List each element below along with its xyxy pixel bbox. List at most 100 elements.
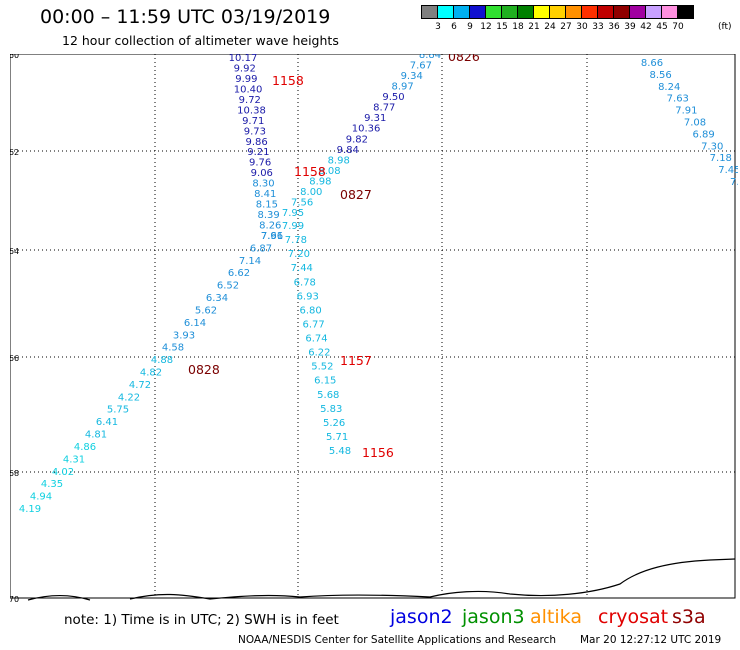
wave-height-value: 8.26 bbox=[259, 221, 281, 232]
wave-height-value: 4.88 bbox=[151, 355, 173, 366]
legend-swatch-3 bbox=[421, 5, 438, 19]
pass-time-label: 1157 bbox=[340, 353, 372, 368]
wave-height-value: 9.84 bbox=[337, 145, 359, 156]
wave-height-value: 10.38 bbox=[237, 105, 266, 116]
wave-height-value: 8.30 bbox=[252, 179, 274, 190]
wave-height-value: 6.89 bbox=[692, 129, 714, 140]
wave-height-value: 6.62 bbox=[228, 268, 250, 279]
wave-height-value: 5.62 bbox=[195, 306, 217, 317]
wave-height-value: 8.08 bbox=[318, 166, 340, 177]
wave-height-value: 8.84 bbox=[419, 54, 441, 61]
wave-height-value: 4.02 bbox=[52, 467, 74, 478]
legend-label: 9 bbox=[467, 22, 473, 32]
page-title: 00:00 – 11:59 UTC 03/19/2019 bbox=[40, 6, 331, 28]
wave-height-value: 4.82 bbox=[140, 368, 162, 379]
legend-swatch-36 bbox=[597, 5, 614, 19]
wave-height-value: 5.68 bbox=[317, 390, 339, 401]
wave-height-value: 7.63 bbox=[667, 94, 689, 105]
wave-height-value: 8.98 bbox=[328, 155, 350, 166]
wave-height-value: 9.73 bbox=[244, 126, 266, 137]
legend-label: 24 bbox=[544, 22, 556, 32]
wave-height-value: 4.72 bbox=[129, 380, 151, 391]
footer-note: note: 1) Time is in UTC; 2) SWH is in fe… bbox=[64, 612, 339, 628]
latitude-label: -66 bbox=[10, 354, 19, 363]
pass-time-label: 0827 bbox=[340, 187, 372, 202]
wave-height-value: 8.98 bbox=[309, 176, 331, 187]
legend-label: 36 bbox=[608, 22, 620, 32]
legend-swatch-30 bbox=[565, 5, 582, 19]
legend-swatch-42 bbox=[629, 5, 646, 19]
wave-height-value: 9.82 bbox=[346, 134, 368, 145]
wave-height-value: 7.61 bbox=[261, 231, 283, 242]
wave-height-value: 4.94 bbox=[30, 492, 52, 503]
coastline bbox=[27, 558, 736, 601]
wave-height-value: 7.3 bbox=[730, 177, 738, 188]
wave-height-value: 9.31 bbox=[364, 113, 386, 124]
wave-height-value: 8.41 bbox=[254, 189, 276, 200]
wave-height-value: 5.52 bbox=[311, 362, 333, 373]
legend-swatch-max bbox=[677, 5, 694, 19]
wave-height-value: 6.77 bbox=[302, 319, 324, 330]
wave-height-value: 8.66 bbox=[641, 58, 663, 69]
generated-timestamp: Mar 20 12:27:12 UTC 2019 bbox=[580, 634, 722, 646]
legend-label: 6 bbox=[451, 22, 457, 32]
map-frame bbox=[9, 53, 736, 599]
wave-height-value: 4.22 bbox=[118, 392, 140, 403]
satellite-jason2: jason2 bbox=[390, 606, 453, 628]
wave-height-value: 6.87 bbox=[250, 243, 272, 254]
legend-label: 21 bbox=[528, 22, 540, 32]
latitude-label: -68 bbox=[10, 469, 19, 478]
page-subtitle: 12 hour collection of altimeter wave hei… bbox=[62, 33, 339, 48]
legend-label: 18 bbox=[512, 22, 524, 32]
legend-swatch-24 bbox=[533, 5, 550, 19]
wave-height-value: 8.56 bbox=[649, 70, 671, 81]
color-legend bbox=[421, 5, 694, 19]
legend-swatch-45 bbox=[645, 5, 662, 19]
legend-swatch-6 bbox=[437, 5, 454, 19]
satellite-s3a: s3a bbox=[672, 606, 706, 628]
legend-label: 15 bbox=[496, 22, 508, 32]
wave-height-value: 9.72 bbox=[239, 95, 261, 106]
wave-height-value: 4.35 bbox=[41, 479, 63, 490]
wave-height-value: 4.86 bbox=[74, 442, 96, 453]
wave-height-value: 3.93 bbox=[173, 330, 195, 341]
wave-height-value: 9.21 bbox=[247, 147, 269, 158]
wave-height-value: 7.95 bbox=[282, 208, 304, 219]
pass-time-label: 0828 bbox=[188, 362, 220, 377]
legend-swatch-39 bbox=[613, 5, 630, 19]
legend-swatch-33 bbox=[581, 5, 598, 19]
legend-label: 27 bbox=[560, 22, 572, 32]
wave-height-value: 7.56 bbox=[291, 198, 313, 209]
wave-height-value: 8.77 bbox=[373, 103, 395, 114]
wave-height-value: 7.78 bbox=[285, 235, 307, 246]
wave-height-value: 7.18 bbox=[710, 153, 732, 164]
wave-height-value: 9.50 bbox=[382, 92, 404, 103]
wave-height-value: 7.45 bbox=[718, 165, 738, 176]
legend-label: 33 bbox=[592, 22, 604, 32]
pass-time-label: 1158 bbox=[272, 73, 304, 88]
wave-height-value: 5.75 bbox=[107, 405, 129, 416]
wave-height-value: 7.99 bbox=[282, 221, 304, 232]
wave-height-value: 9.76 bbox=[249, 158, 271, 169]
wave-height-value: 6.14 bbox=[184, 318, 206, 329]
credit-line: NOAA/NESDIS Center for Satellite Applica… bbox=[238, 634, 556, 646]
pass-time-label: 1158 bbox=[294, 164, 326, 179]
wave-height-value: 7.30 bbox=[701, 141, 723, 152]
wave-height-value: 7.14 bbox=[239, 256, 261, 267]
legend-swatch-27 bbox=[549, 5, 566, 19]
wave-height-value: 8.00 bbox=[300, 187, 322, 198]
wave-height-value: 6.22 bbox=[308, 348, 330, 359]
wave-height-value: 10.36 bbox=[352, 124, 381, 135]
wave-height-value: 4.58 bbox=[162, 343, 184, 354]
wave-height-value: 9.71 bbox=[242, 116, 264, 127]
wave-height-value: 7.44 bbox=[291, 263, 313, 274]
legend-swatch-12 bbox=[469, 5, 486, 19]
wave-height-map: -60-62-64-66-68-700369121510.179.929.991… bbox=[6, 49, 740, 614]
wave-height-value: 10.40 bbox=[234, 84, 263, 95]
wave-height-value: 7.91 bbox=[675, 106, 697, 117]
wave-height-value: 6.52 bbox=[217, 281, 239, 292]
pass-time-label: 0826 bbox=[448, 54, 480, 64]
wave-height-value: 5.26 bbox=[323, 418, 345, 429]
wave-height-value: 6.80 bbox=[299, 305, 321, 316]
legend-label: 30 bbox=[576, 22, 588, 32]
